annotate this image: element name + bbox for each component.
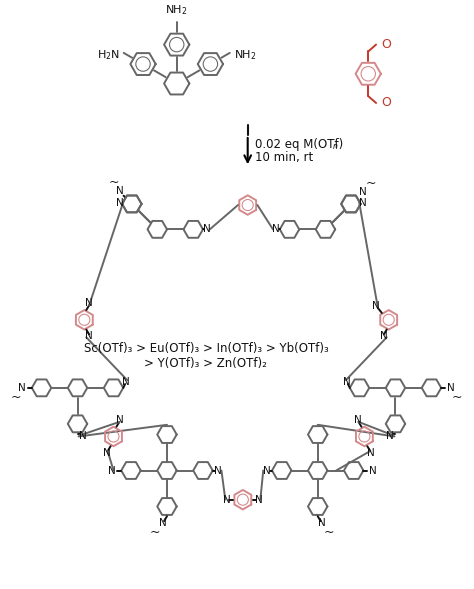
Text: H$_2$N: H$_2$N: [97, 48, 120, 62]
Text: N: N: [272, 224, 280, 234]
Text: NH$_2$: NH$_2$: [165, 4, 188, 18]
Text: N: N: [343, 377, 351, 387]
Text: N: N: [255, 495, 262, 505]
Text: N: N: [263, 465, 271, 475]
Text: N: N: [318, 518, 326, 528]
Text: N: N: [103, 448, 110, 458]
Text: ~: ~: [150, 526, 161, 540]
Text: N: N: [447, 383, 455, 393]
Text: > Y(OTf)₃ > Zn(OTf)₂: > Y(OTf)₃ > Zn(OTf)₂: [145, 357, 267, 370]
Text: O: O: [381, 38, 391, 51]
Text: ~: ~: [365, 177, 376, 190]
Text: ~: ~: [109, 176, 119, 188]
Text: 0.02 eq M(OTf): 0.02 eq M(OTf): [255, 138, 344, 151]
Text: N: N: [116, 186, 124, 196]
Text: N: N: [369, 465, 377, 475]
Text: N: N: [372, 301, 380, 311]
Text: N: N: [203, 224, 211, 234]
Text: N: N: [214, 465, 221, 475]
Text: N: N: [367, 448, 375, 458]
Text: N: N: [122, 377, 130, 387]
Text: N: N: [117, 415, 124, 425]
Text: Sc(OTf)₃ > Eu(OTf)₃ > In(OTf)₃ > Yb(OTf)₃: Sc(OTf)₃ > Eu(OTf)₃ > In(OTf)₃ > Yb(OTf)…: [83, 342, 328, 356]
Text: N: N: [386, 431, 393, 441]
Text: $_n$: $_n$: [332, 142, 339, 152]
Text: N: N: [380, 332, 388, 341]
Text: N: N: [18, 383, 26, 393]
Text: N: N: [354, 415, 362, 425]
Text: N: N: [85, 332, 93, 341]
Text: N: N: [80, 431, 87, 441]
Text: O: O: [381, 97, 391, 110]
Text: N: N: [223, 495, 231, 505]
Text: ~: ~: [324, 526, 335, 540]
Text: NH$_2$: NH$_2$: [234, 48, 256, 62]
Text: N: N: [359, 187, 366, 197]
Text: N: N: [159, 518, 167, 528]
Text: N: N: [108, 465, 116, 475]
Text: ~: ~: [452, 391, 462, 404]
Text: 10 min, rt: 10 min, rt: [255, 151, 314, 164]
Text: ~: ~: [11, 391, 21, 404]
Text: N: N: [85, 298, 93, 308]
Text: N: N: [359, 198, 366, 208]
Text: N: N: [116, 198, 124, 208]
